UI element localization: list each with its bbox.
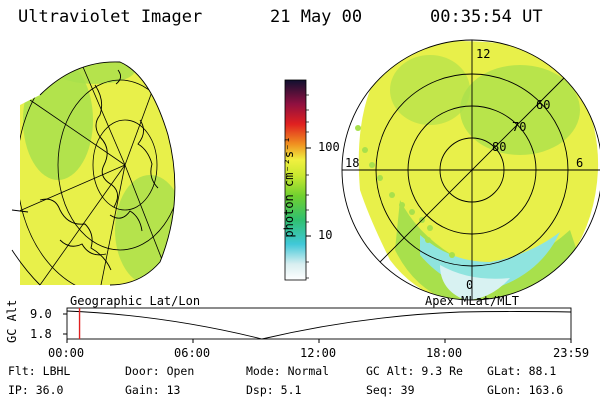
timeline-xtick-0000: 00:00 bbox=[48, 346, 85, 360]
mlt-label-0: 0 bbox=[466, 278, 474, 292]
status-gain: Gain: 13 bbox=[125, 383, 181, 397]
timeline-xtick-1800: 18:00 bbox=[426, 346, 463, 360]
mlt-label-6: 6 bbox=[576, 156, 584, 170]
mlt-label-12: 12 bbox=[476, 47, 491, 61]
status-glon: GLon: 163.6 bbox=[487, 383, 564, 397]
timeline-xtick-1200: 12:00 bbox=[300, 346, 337, 360]
colorbar-tick-10: 10 bbox=[318, 228, 333, 242]
status-seq: Seq: 39 bbox=[366, 383, 415, 397]
mlat-label-60: 60 bbox=[536, 98, 551, 112]
status-gc-alt: GC Alt: 9.3 Re bbox=[366, 364, 463, 378]
polar-view bbox=[341, 39, 600, 301]
timeline-xtick-2359: 23:59 bbox=[553, 346, 590, 360]
timeline-plot bbox=[63, 307, 572, 343]
date-label: 21 May 00 bbox=[270, 7, 363, 27]
timeline-ytick-high: 9.0 bbox=[30, 307, 52, 321]
colorbar-unit-label: photon cm⁻²s⁻¹ bbox=[282, 136, 296, 238]
colorbar bbox=[284, 79, 311, 281]
status-door: Door: Open bbox=[125, 364, 195, 378]
status-glat: GLat: 88.1 bbox=[487, 364, 557, 378]
timeline-right-label: Apex MLat/MLT bbox=[425, 294, 519, 308]
timeline-left-label: Geographic Lat/Lon bbox=[70, 294, 201, 308]
status-mode: Mode: Normal bbox=[246, 364, 330, 378]
status-dsp: Dsp: 5.1 bbox=[246, 383, 302, 397]
time-label: 00:35:54 UT bbox=[430, 7, 543, 27]
mlat-label-80: 80 bbox=[492, 140, 507, 154]
status-ip: IP: 36.0 bbox=[8, 383, 64, 397]
mlat-label-70: 70 bbox=[512, 120, 527, 134]
timeline-ytick-low: 1.8 bbox=[30, 327, 52, 341]
instrument-title: Ultraviolet Imager bbox=[18, 7, 203, 27]
status-flt: Flt: LBHL bbox=[8, 364, 71, 378]
colorbar-tick-100: 100 bbox=[318, 140, 340, 154]
geographic-view bbox=[11, 61, 176, 286]
timeline-yaxis-label: GC Alt bbox=[5, 299, 19, 343]
mlt-label-18: 18 bbox=[345, 156, 360, 170]
timeline-xtick-0600: 06:00 bbox=[174, 346, 211, 360]
